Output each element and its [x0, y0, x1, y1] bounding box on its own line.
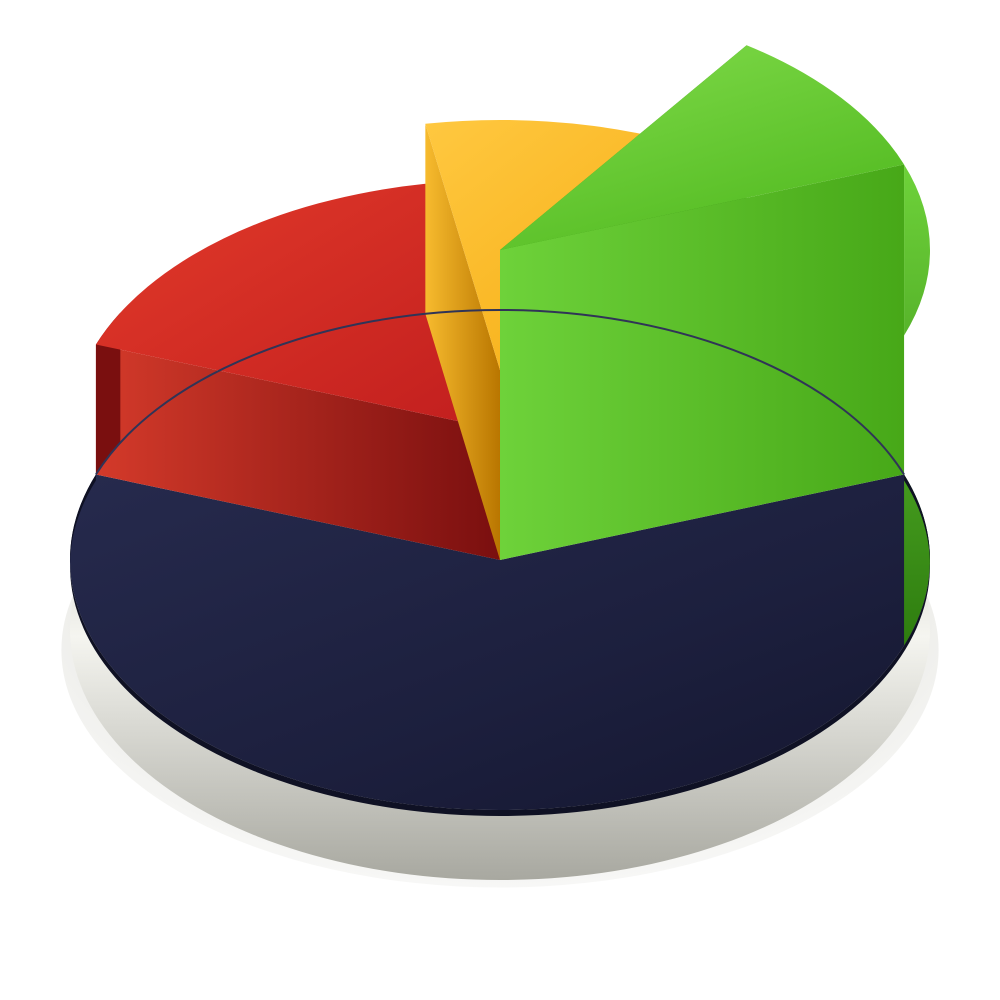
slice-green-outer: [904, 164, 930, 645]
pie-chart-3d: [0, 0, 1000, 1000]
